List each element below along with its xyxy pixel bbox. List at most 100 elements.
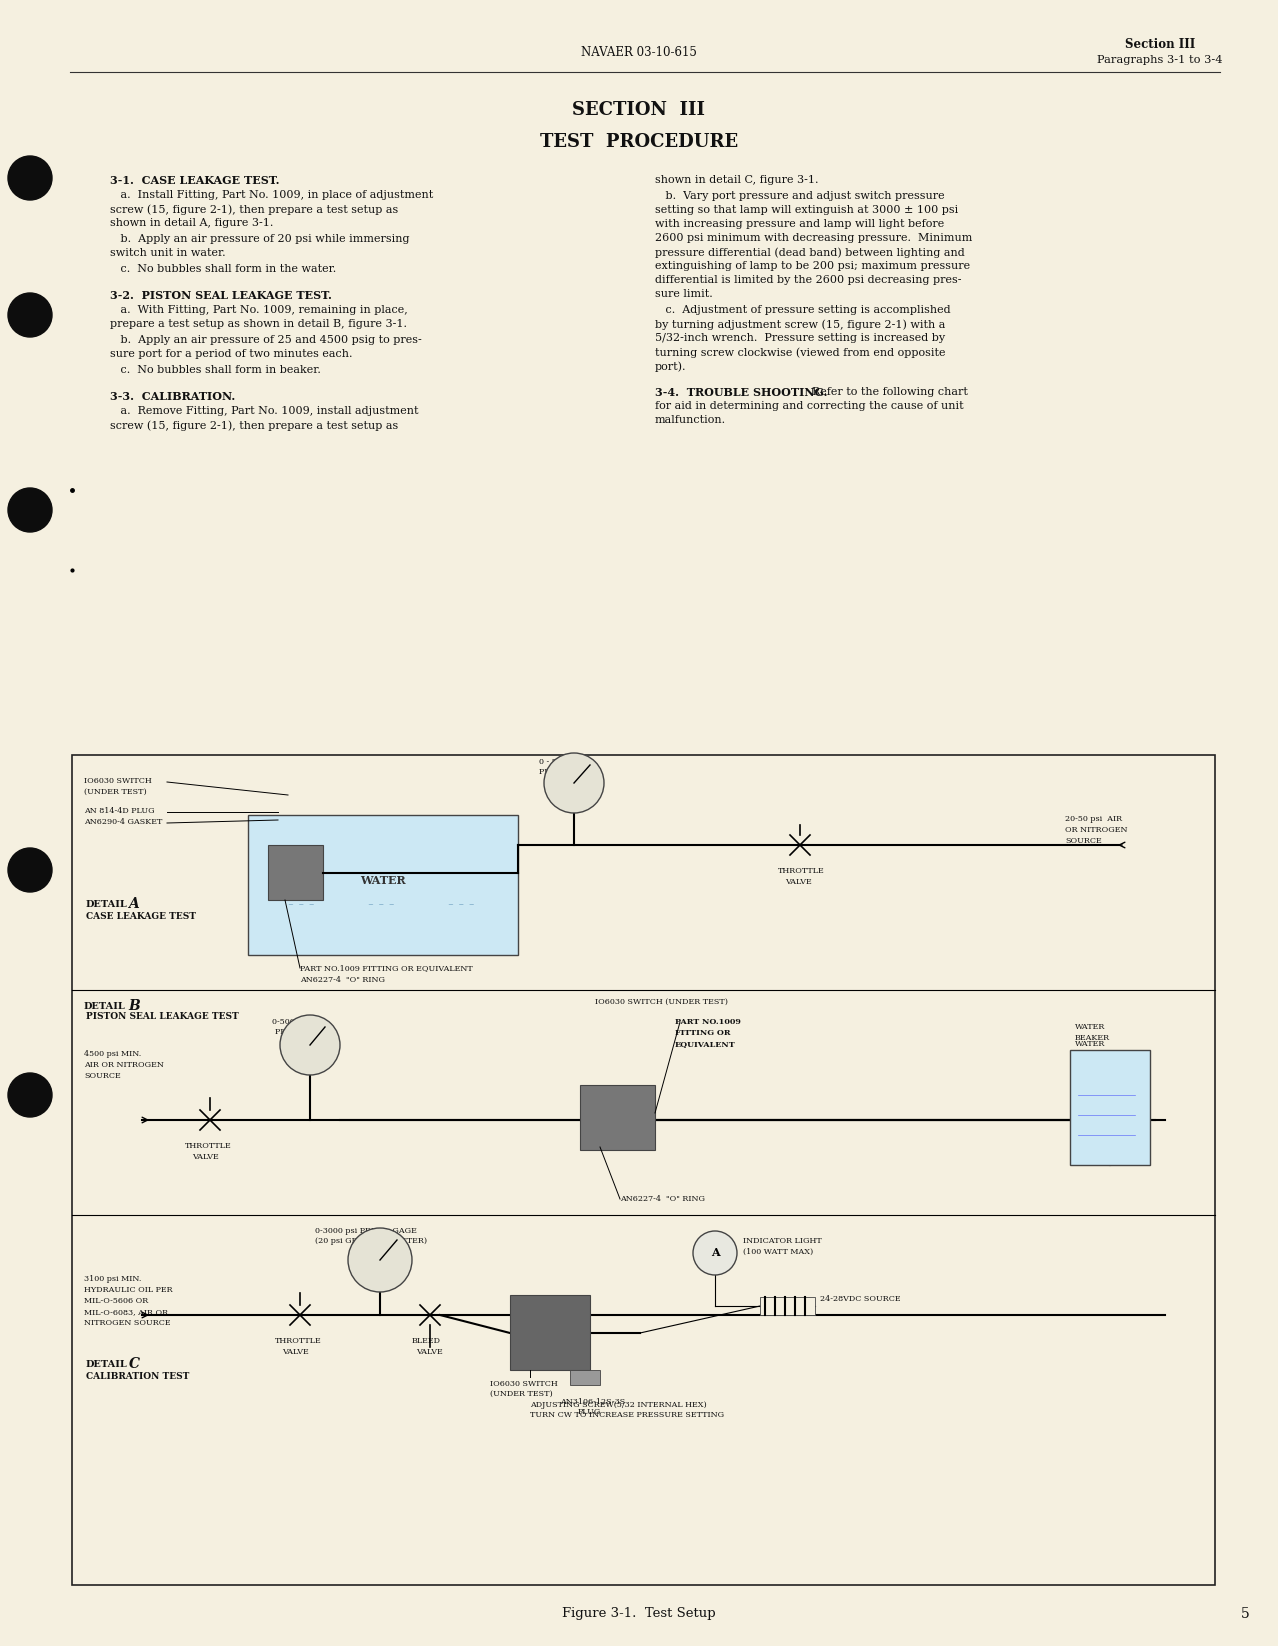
Text: NAVAER 03-10-615: NAVAER 03-10-615 (581, 46, 697, 59)
Text: NITROGEN SOURCE: NITROGEN SOURCE (84, 1318, 171, 1327)
Text: AIR OR NITROGEN: AIR OR NITROGEN (84, 1062, 164, 1068)
Text: 3-2.  PISTON SEAL LEAKAGE TEST.: 3-2. PISTON SEAL LEAKAGE TEST. (110, 290, 332, 301)
Text: (20 psi GRAD. OR BETTER): (20 psi GRAD. OR BETTER) (314, 1238, 427, 1244)
Text: shown in detail A, figure 3-1.: shown in detail A, figure 3-1. (110, 217, 273, 229)
Text: SOURCE: SOURCE (1065, 838, 1102, 844)
Text: C: C (129, 1356, 141, 1371)
Text: turning screw clockwise (viewed from end opposite: turning screw clockwise (viewed from end… (656, 347, 946, 357)
Bar (510, 1295, 590, 1369)
Text: EQUIVALENT: EQUIVALENT (675, 1040, 736, 1049)
Bar (268, 844, 323, 900)
Circle shape (544, 752, 604, 813)
Text: sure limit.: sure limit. (656, 290, 713, 300)
Text: 24-28VDC SOURCE: 24-28VDC SOURCE (820, 1295, 901, 1304)
Text: DETAIL: DETAIL (86, 900, 128, 909)
Text: sure port for a period of two minutes each.: sure port for a period of two minutes ea… (110, 349, 353, 359)
Text: THROTTLE: THROTTLE (275, 1337, 322, 1345)
Text: c.  Adjustment of pressure setting is accomplished: c. Adjustment of pressure setting is acc… (656, 305, 951, 314)
Text: THROTTLE: THROTTLE (778, 867, 824, 876)
Text: Figure 3-1.  Test Setup: Figure 3-1. Test Setup (562, 1606, 716, 1620)
Text: FITTING OR: FITTING OR (675, 1029, 731, 1037)
Text: PART NO.1009 FITTING OR EQUIVALENT: PART NO.1009 FITTING OR EQUIVALENT (300, 965, 473, 973)
Text: shown in detail C, figure 3-1.: shown in detail C, figure 3-1. (656, 174, 818, 184)
Text: AN 814-4D PLUG: AN 814-4D PLUG (84, 807, 155, 815)
Text: 3-1.  CASE LEAKAGE TEST.: 3-1. CASE LEAKAGE TEST. (110, 174, 280, 186)
Text: INDICATOR LIGHT: INDICATOR LIGHT (743, 1238, 822, 1244)
Text: 0-3000 psi PRESS. GAGE: 0-3000 psi PRESS. GAGE (314, 1226, 417, 1234)
Text: 5/32-inch wrench.  Pressure setting is increased by: 5/32-inch wrench. Pressure setting is in… (656, 332, 946, 342)
Text: ADJUSTING SCREW(5/32 INTERNAL HEX): ADJUSTING SCREW(5/32 INTERNAL HEX) (530, 1401, 707, 1409)
Text: TEST  PROCEDURE: TEST PROCEDURE (539, 133, 739, 151)
Text: 0-5000 psi: 0-5000 psi (272, 1017, 314, 1025)
Text: 2600 psi minimum with decreasing pressure.  Minimum: 2600 psi minimum with decreasing pressur… (656, 234, 973, 244)
Text: SOURCE: SOURCE (84, 1072, 120, 1080)
Text: c.  No bubbles shall form in the water.: c. No bubbles shall form in the water. (110, 263, 336, 273)
Circle shape (8, 848, 52, 892)
Text: PISTON SEAL LEAKAGE TEST: PISTON SEAL LEAKAGE TEST (86, 1012, 239, 1021)
Text: HYDRAULIC OIL PER: HYDRAULIC OIL PER (84, 1286, 173, 1294)
Text: WATER: WATER (1075, 1024, 1105, 1030)
Text: 3-3.  CALIBRATION.: 3-3. CALIBRATION. (110, 392, 235, 402)
Text: ~  ~  ~: ~ ~ ~ (449, 902, 474, 909)
Text: port).: port). (656, 360, 686, 372)
Text: PART NO.1009: PART NO.1009 (675, 1017, 741, 1025)
Text: IO6030 SWITCH: IO6030 SWITCH (84, 777, 152, 785)
Text: BEAKER: BEAKER (1075, 1034, 1111, 1042)
Text: 5: 5 (1241, 1606, 1250, 1621)
Text: a.  Install Fitting, Part No. 1009, in place of adjustment: a. Install Fitting, Part No. 1009, in pl… (110, 189, 433, 201)
Text: 3100 psi MIN.: 3100 psi MIN. (84, 1276, 142, 1282)
Text: VALVE: VALVE (785, 877, 812, 886)
Text: AN6227-4  "O" RING: AN6227-4 "O" RING (620, 1195, 705, 1203)
Text: DETAIL: DETAIL (86, 1360, 128, 1369)
Bar (580, 1085, 656, 1151)
Text: (100 WATT MAX): (100 WATT MAX) (743, 1248, 813, 1256)
Text: Section III: Section III (1125, 38, 1195, 51)
Text: 20-50 psi  AIR: 20-50 psi AIR (1065, 815, 1122, 823)
Bar (72, 756, 1215, 1585)
Text: screw (15, figure 2-1), then prepare a test setup as: screw (15, figure 2-1), then prepare a t… (110, 420, 399, 431)
Text: 3-4.  TROUBLE SHOOTING.: 3-4. TROUBLE SHOOTING. (656, 387, 827, 398)
Text: a.  Remove Fitting, Part No. 1009, install adjustment: a. Remove Fitting, Part No. 1009, instal… (110, 407, 418, 416)
Text: PRESS. GAGE: PRESS. GAGE (539, 769, 596, 775)
Text: Paragraphs 3-1 to 3-4: Paragraphs 3-1 to 3-4 (1098, 54, 1223, 64)
Text: TURN CW TO INCREASE PRESSURE SETTING: TURN CW TO INCREASE PRESSURE SETTING (530, 1411, 725, 1419)
Text: 0 - 50 psi: 0 - 50 psi (539, 759, 576, 765)
Text: DETAIL: DETAIL (84, 1002, 125, 1011)
Text: VALVE: VALVE (192, 1152, 219, 1160)
Text: extinguishing of lamp to be 200 psi; maximum pressure: extinguishing of lamp to be 200 psi; max… (656, 262, 970, 272)
Text: SECTION  III: SECTION III (573, 100, 705, 119)
Bar (760, 1297, 815, 1315)
Text: by turning adjustment screw (15, figure 2-1) with a: by turning adjustment screw (15, figure … (656, 319, 946, 329)
Text: THROTTLE: THROTTLE (185, 1142, 231, 1151)
Text: b.  Vary port pressure and adjust switch pressure: b. Vary port pressure and adjust switch … (656, 191, 944, 201)
Text: BLEED: BLEED (412, 1337, 441, 1345)
Bar (570, 1369, 599, 1384)
Text: VALVE: VALVE (417, 1348, 442, 1356)
Text: Refer to the following chart: Refer to the following chart (805, 387, 967, 397)
Circle shape (8, 487, 52, 532)
Circle shape (8, 293, 52, 337)
Text: with increasing pressure and lamp will light before: with increasing pressure and lamp will l… (656, 219, 944, 229)
Text: ~  ~  ~: ~ ~ ~ (288, 902, 314, 909)
Text: IO6030 SWITCH (UNDER TEST): IO6030 SWITCH (UNDER TEST) (596, 997, 728, 1006)
Text: AN3106-12S-3S: AN3106-12S-3S (560, 1397, 625, 1406)
Text: switch unit in water.: switch unit in water. (110, 249, 226, 258)
Text: for aid in determining and correcting the cause of unit: for aid in determining and correcting th… (656, 402, 964, 412)
Text: differential is limited by the 2600 psi decreasing pres-: differential is limited by the 2600 psi … (656, 275, 961, 285)
Text: b.  Apply an air pressure of 25 and 4500 psig to pres-: b. Apply an air pressure of 25 and 4500 … (110, 336, 422, 346)
Text: c.  No bubbles shall form in beaker.: c. No bubbles shall form in beaker. (110, 365, 321, 375)
Text: AN6227-4  "O" RING: AN6227-4 "O" RING (300, 976, 385, 984)
Text: prepare a test setup as shown in detail B, figure 3-1.: prepare a test setup as shown in detail … (110, 319, 406, 329)
Text: B: B (128, 999, 139, 1012)
Text: screw (15, figure 2-1), then prepare a test setup as: screw (15, figure 2-1), then prepare a t… (110, 204, 399, 214)
Text: PRESS. GAGE: PRESS. GAGE (275, 1029, 332, 1035)
Text: VALVE: VALVE (282, 1348, 309, 1356)
Text: setting so that lamp will extinguish at 3000 ± 100 psi: setting so that lamp will extinguish at … (656, 206, 958, 216)
Text: CALIBRATION TEST: CALIBRATION TEST (86, 1373, 189, 1381)
Text: a.  With Fitting, Part No. 1009, remaining in place,: a. With Fitting, Part No. 1009, remainin… (110, 305, 408, 314)
Text: b.  Apply an air pressure of 20 psi while immersing: b. Apply an air pressure of 20 psi while… (110, 234, 409, 244)
Bar (248, 815, 518, 955)
Text: (UNDER TEST): (UNDER TEST) (489, 1389, 553, 1397)
Circle shape (280, 1016, 340, 1075)
Text: malfunction.: malfunction. (656, 415, 726, 425)
